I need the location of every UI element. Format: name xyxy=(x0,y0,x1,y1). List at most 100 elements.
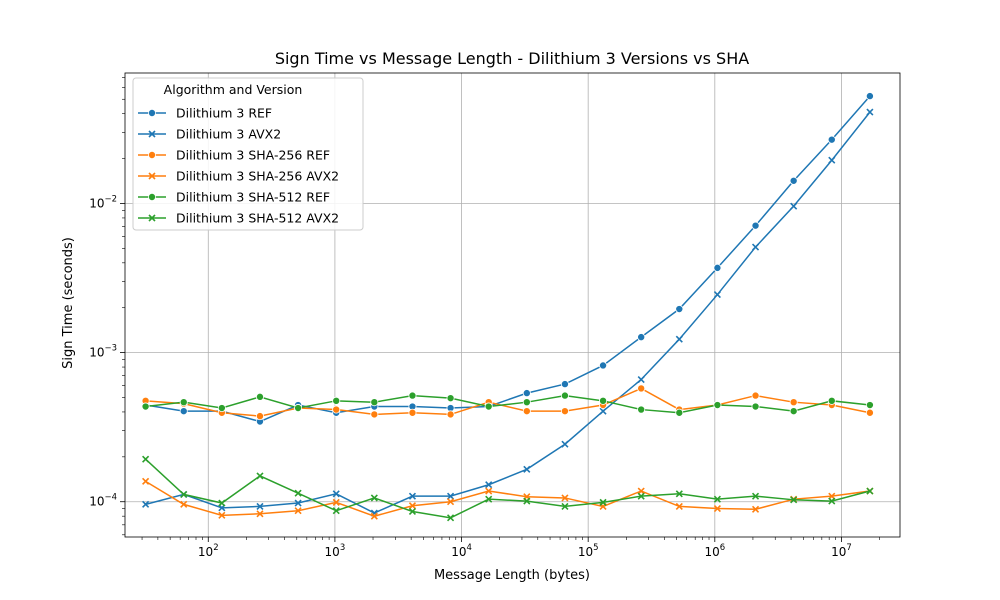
x-marker-stroke xyxy=(523,465,531,473)
x-marker-stroke xyxy=(447,514,455,522)
x-marker-stroke xyxy=(637,487,645,495)
legend-item: Dilithium 3 SHA-256 AVX2 xyxy=(138,169,339,184)
legend-item: Dilithium 3 SHA-512 AVX2 xyxy=(138,211,339,226)
x-marker-stroke xyxy=(599,407,607,415)
data-point xyxy=(446,394,455,403)
data-point xyxy=(147,192,156,201)
data-point xyxy=(294,507,302,515)
x-marker-stroke xyxy=(828,497,836,505)
x-axis-label: Message Length (bytes) xyxy=(434,568,590,583)
data-point xyxy=(865,408,874,417)
data-point xyxy=(332,507,340,515)
data-point xyxy=(637,487,645,495)
series-layer xyxy=(141,92,874,522)
x-marker-stroke xyxy=(751,505,760,513)
data-point xyxy=(370,410,379,419)
x-marker-stroke xyxy=(447,498,455,506)
x-marker-stroke xyxy=(142,477,150,485)
y-axis-label: Sign Time (seconds) xyxy=(61,237,76,369)
data-point xyxy=(751,505,760,513)
data-point xyxy=(561,494,569,502)
data-point xyxy=(865,401,874,410)
legend-item: Dilithium 3 SHA-512 REF xyxy=(138,190,330,205)
data-point xyxy=(713,291,721,299)
data-point xyxy=(675,305,684,314)
data-point xyxy=(827,396,836,405)
x-marker-stroke xyxy=(332,498,340,506)
data-point xyxy=(180,490,188,498)
legend-label: Dilithium 3 SHA-256 REF xyxy=(176,148,330,163)
data-point xyxy=(713,401,722,410)
x-marker-stroke xyxy=(408,507,417,516)
x-tick-label: 106 xyxy=(704,543,725,559)
x-marker-stroke xyxy=(485,495,493,503)
data-point xyxy=(447,514,455,522)
data-point xyxy=(713,263,722,272)
legend-box xyxy=(132,77,364,231)
data-point xyxy=(256,472,264,480)
series-line xyxy=(145,480,871,517)
x-marker-stroke xyxy=(256,510,264,518)
x-marker-stroke xyxy=(256,472,264,480)
data-point xyxy=(332,396,341,405)
x-marker-stroke xyxy=(218,511,226,519)
x-marker-stroke xyxy=(256,502,264,510)
data-point xyxy=(599,498,607,506)
data-point xyxy=(408,391,417,400)
legend-item: Dilithium 3 SHA-256 REF xyxy=(138,148,330,163)
data-point xyxy=(523,465,531,473)
x-marker-stroke xyxy=(713,495,721,503)
data-point xyxy=(560,380,569,389)
x-marker-stroke xyxy=(561,440,569,448)
x-marker-stroke xyxy=(294,499,302,507)
x-marker-stroke xyxy=(751,492,760,500)
data-point xyxy=(142,455,150,463)
data-point xyxy=(637,375,645,384)
data-point xyxy=(142,477,150,485)
series-line xyxy=(145,394,870,414)
x-marker-stroke xyxy=(790,202,798,210)
data-point xyxy=(713,504,721,513)
data-point xyxy=(141,402,150,411)
legend-label: Dilithium 3 REF xyxy=(176,106,272,121)
x-marker-stroke xyxy=(713,291,721,299)
data-point xyxy=(408,408,417,417)
x-tick-label: 105 xyxy=(578,543,599,559)
x-marker-stroke xyxy=(142,500,150,508)
data-point xyxy=(294,404,303,413)
x-marker-stroke xyxy=(790,496,798,504)
data-point xyxy=(180,500,188,508)
data-point xyxy=(148,130,156,138)
data-point xyxy=(599,361,608,370)
legend-label: Dilithium 3 AVX2 xyxy=(176,127,281,142)
series-line xyxy=(145,111,871,514)
data-point xyxy=(866,108,874,116)
x-marker-stroke xyxy=(561,502,569,510)
data-point xyxy=(370,398,379,407)
data-point xyxy=(751,221,760,230)
data-point xyxy=(865,92,874,101)
x-marker-stroke xyxy=(370,494,378,502)
data-point xyxy=(447,498,455,506)
data-point xyxy=(751,243,760,251)
data-point xyxy=(485,487,493,495)
data-point xyxy=(522,407,531,416)
data-point xyxy=(675,502,683,510)
series-line xyxy=(145,458,871,519)
data-point xyxy=(751,391,760,400)
series-line xyxy=(145,95,871,423)
legend-label: Dilithium 3 SHA-512 AVX2 xyxy=(176,211,339,226)
data-point xyxy=(370,512,378,520)
data-point xyxy=(789,407,798,416)
data-point xyxy=(751,492,760,500)
data-point xyxy=(294,499,302,507)
data-point xyxy=(256,502,264,510)
data-point xyxy=(866,487,874,495)
x-marker-stroke xyxy=(866,108,874,116)
x-marker-stroke xyxy=(485,487,493,495)
x-marker-stroke xyxy=(142,455,150,463)
x-marker-stroke xyxy=(408,492,417,500)
x-marker-stroke xyxy=(713,504,721,513)
data-point xyxy=(217,404,226,413)
